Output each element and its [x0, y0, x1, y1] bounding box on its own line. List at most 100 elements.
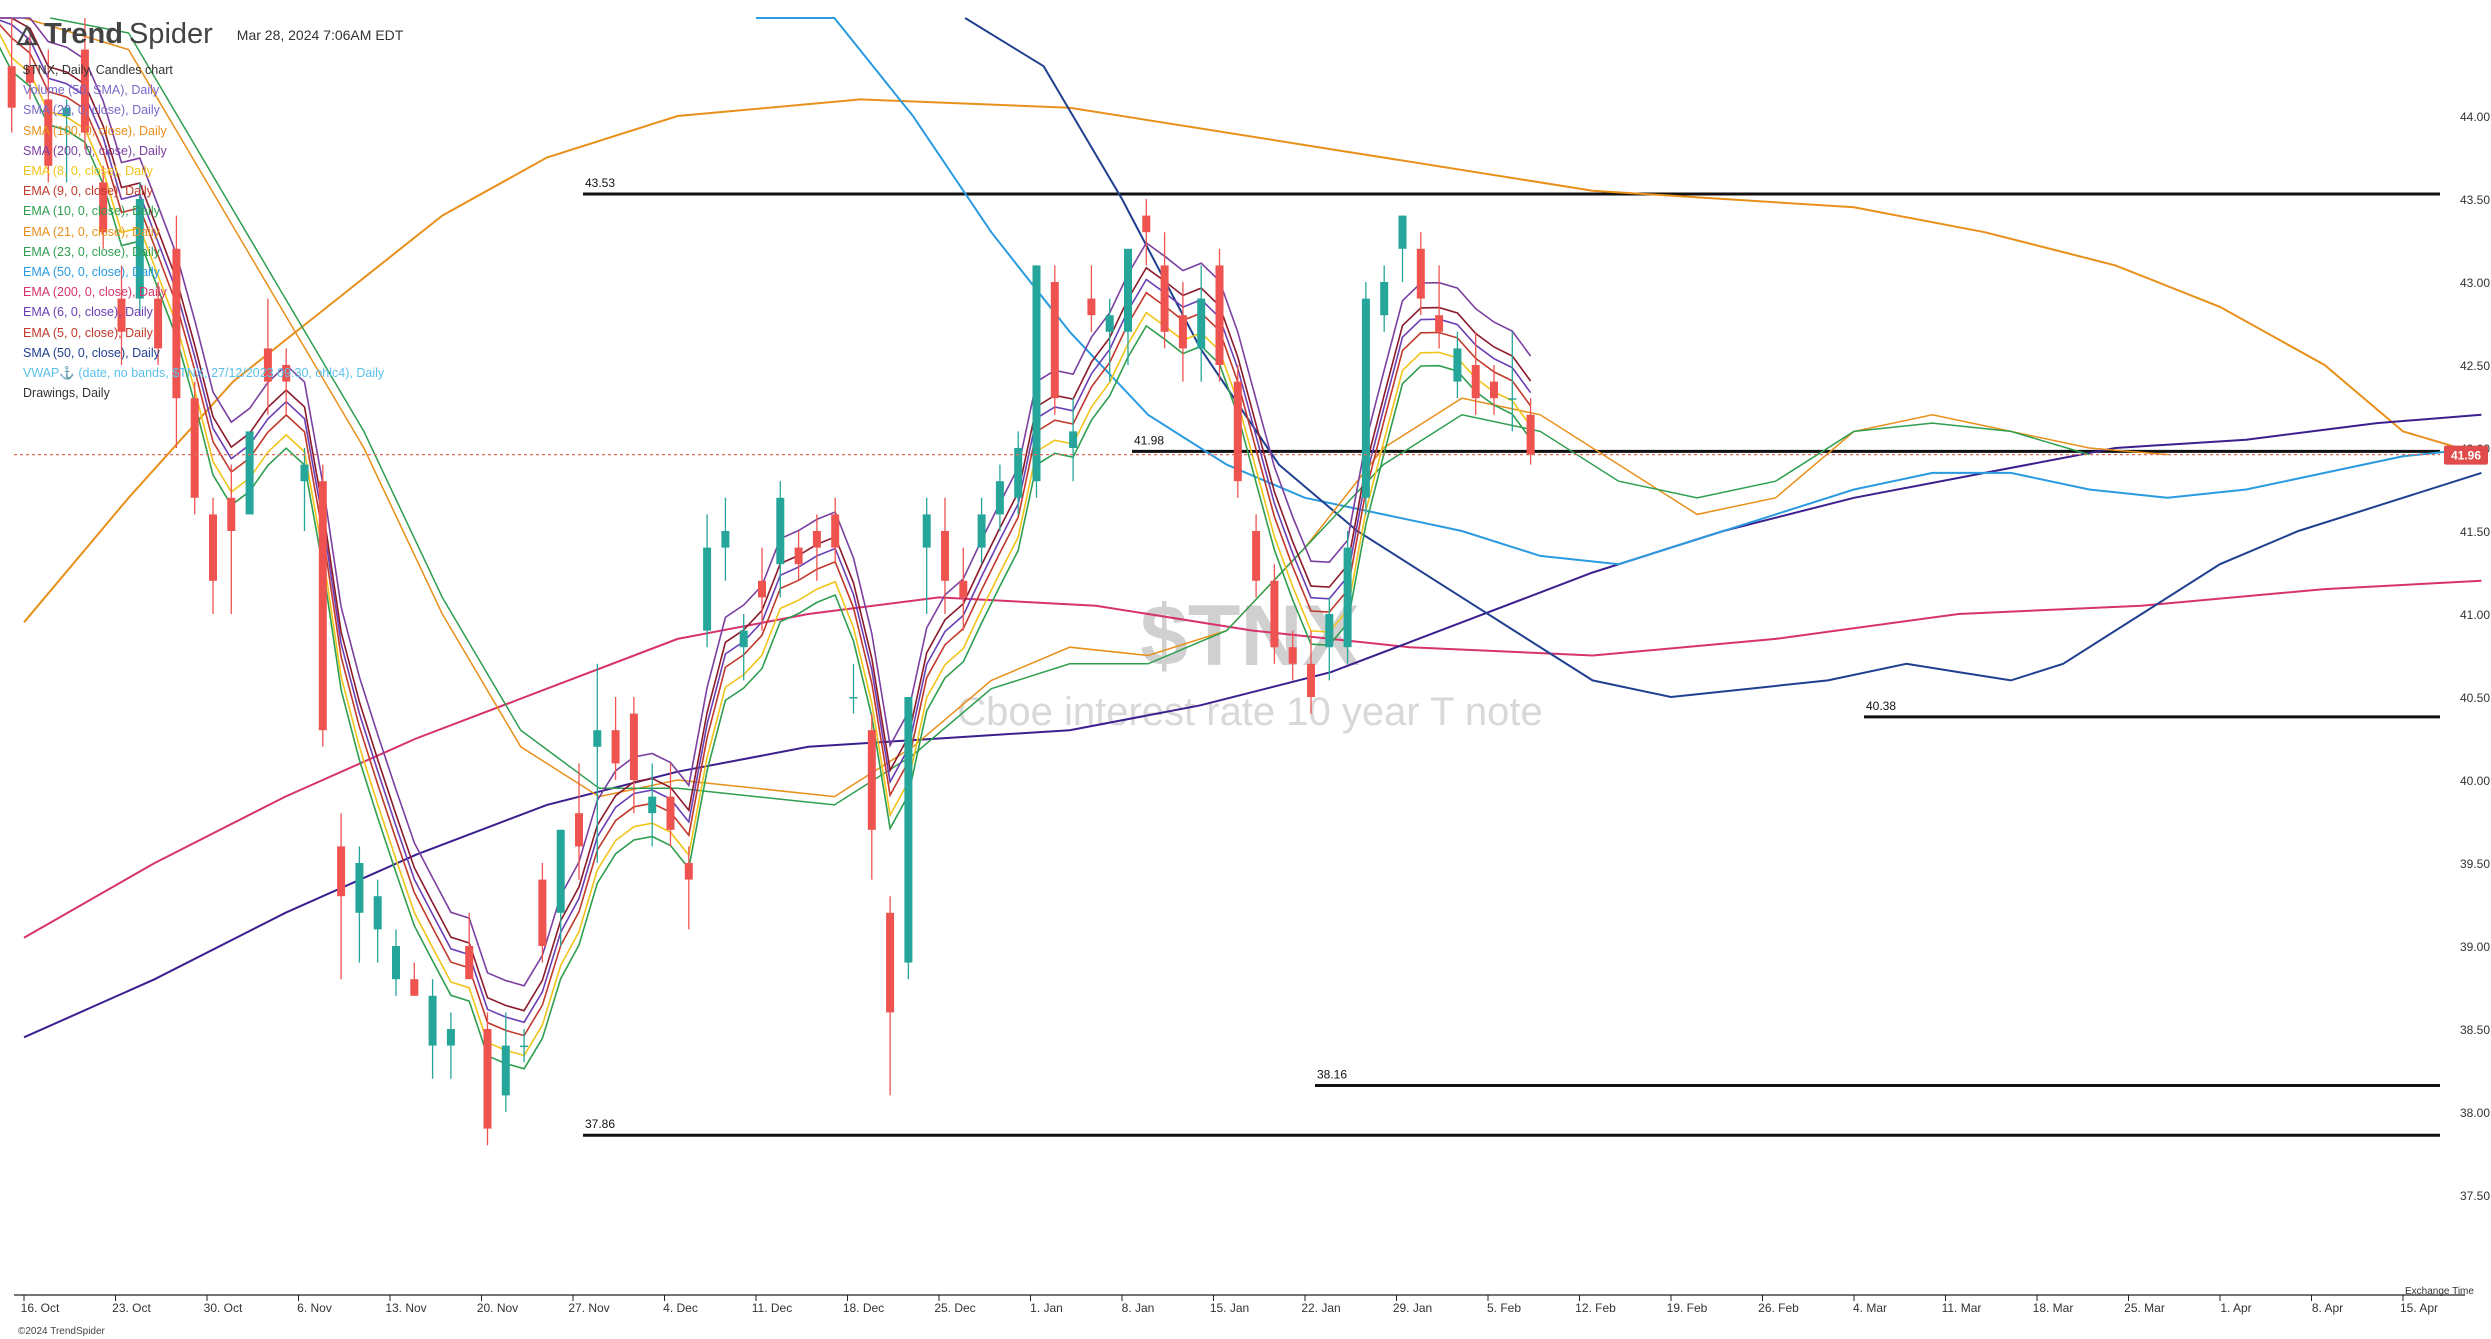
horizontal-levels[interactable]: 43.53 41.98 40.38 38.16 37.86 [583, 176, 2440, 1137]
price-axis[interactable]: 37.50 38.00 38.50 39.00 39.50 40.00 40.50 41.00… [14, 110, 2490, 1203]
y-tick-label: 41.50 [2460, 525, 2490, 539]
candle-body [501, 1045, 510, 1096]
candle-body [739, 630, 748, 648]
candle [721, 497, 730, 581]
x-tick-label: 11. Mar [1942, 1301, 1982, 1315]
moving-averages [0, 17, 2482, 1070]
candle-body [465, 946, 474, 980]
candle-body [80, 49, 89, 133]
y-tick-label: 38.00 [2460, 1106, 2490, 1120]
x-tick-label: 13. Nov [385, 1301, 426, 1315]
legend-item[interactable]: EMA (8, 0, close), Daily [23, 164, 153, 179]
candle [1252, 514, 1261, 598]
candle-body [1050, 282, 1059, 399]
x-tick-label: 25. Dec [934, 1301, 975, 1315]
candle-body [1471, 365, 1480, 399]
legend-item[interactable]: EMA (9, 0, close), Daily [23, 184, 153, 199]
fast-ema-line [0, 23, 1532, 1037]
candle-body [959, 580, 968, 598]
candle [7, 18, 16, 133]
candle-body [1215, 265, 1224, 365]
candle-body [135, 199, 144, 299]
y-tick-label: 40.00 [2460, 774, 2490, 788]
candle [941, 497, 949, 614]
fast-ema-line [0, 33, 1532, 1057]
legend-item[interactable]: EMA (21, 0, close), Daily [23, 224, 160, 239]
candle-body [373, 896, 382, 930]
x-tick-label: 18. Dec [843, 1301, 884, 1315]
candle [1069, 398, 1078, 482]
candle [1508, 331, 1517, 432]
candle [392, 929, 400, 996]
candle [1014, 431, 1023, 515]
candle-body [629, 713, 638, 780]
time-axis[interactable]: 16. Oct 23. Oct 30. Oct 6. Nov 13. Nov 20. No… [14, 1294, 2465, 1315]
x-tick-label: 20. Nov [477, 1301, 518, 1315]
candle [1471, 331, 1480, 415]
candle [80, 18, 89, 150]
candle-body [758, 580, 766, 598]
candle-body [556, 829, 565, 913]
legend-item[interactable]: EMA (10, 0, close), Daily [23, 204, 160, 219]
candle [1361, 282, 1370, 515]
legend-item[interactable]: SMA (200, 0, close), Daily [23, 143, 167, 158]
candle-body [446, 1029, 455, 1046]
candle-body [1252, 531, 1261, 581]
legend-item[interactable]: EMA (23, 0, close), Daily [23, 244, 160, 259]
exchange-time-label: Exchange Time [2405, 1286, 2474, 1297]
legend-item[interactable]: EMA (5, 0, close), Daily [23, 325, 153, 340]
ma-line [756, 17, 2482, 566]
candle [1416, 232, 1425, 316]
trendspider-logo[interactable]: Trend Spider [16, 18, 213, 51]
candle-body [392, 946, 400, 980]
candle [1526, 398, 1535, 465]
candle [1233, 365, 1242, 498]
candle [263, 298, 272, 415]
legend-item[interactable]: EMA (50, 0, close), Daily [23, 265, 160, 280]
legend-item[interactable]: SMA (50, 0, close), Daily [23, 345, 160, 360]
candle [245, 431, 254, 515]
candle-body [776, 497, 785, 565]
candle [1105, 298, 1114, 382]
candle [538, 863, 547, 963]
x-tick-label: 19. Feb [1667, 1301, 1708, 1315]
candle-body [812, 531, 821, 548]
legend-item[interactable]: EMA (6, 0, close), Daily [23, 305, 153, 320]
legend-item[interactable]: SMA (20, 0, close), Daily [23, 103, 160, 118]
legend-item[interactable]: Volume (50, SMA), Daily [23, 83, 160, 98]
x-tick-label: 8. Apr [2312, 1301, 2343, 1315]
candle-body [1361, 298, 1370, 498]
candle-body [1178, 315, 1187, 349]
candle [629, 697, 638, 814]
candle [1178, 282, 1187, 382]
y-tick-label: 38.50 [2460, 1023, 2490, 1037]
candle-body [1197, 298, 1206, 349]
legend-item[interactable]: EMA (200, 0, close), Daily [23, 285, 167, 300]
candle-body [1233, 381, 1242, 482]
candle [1380, 265, 1389, 332]
x-tick-label: 26. Feb [1758, 1301, 1799, 1315]
candle [1398, 215, 1407, 282]
legend-symbol[interactable]: $TNX, Daily, Candles chart [23, 63, 173, 77]
legend-item[interactable]: VWAP⚓ (date, no bands, $TNX, 27/12/2023 … [23, 366, 385, 381]
candle-body [1343, 547, 1352, 648]
candle-body [1105, 315, 1114, 332]
candle [1453, 331, 1462, 399]
candle-body [26, 66, 34, 83]
brand-spider: Spider [128, 18, 213, 50]
candle [520, 1029, 529, 1063]
candle [410, 962, 419, 996]
candle [1124, 248, 1132, 365]
candle [227, 464, 236, 614]
legend-item[interactable]: SMA (100, 0, close), Daily [23, 123, 167, 138]
watermark-symbol: $TNX [1140, 588, 1360, 684]
candle [300, 448, 309, 531]
candle-body [538, 879, 547, 946]
candle-body [684, 863, 693, 880]
candle [1288, 630, 1297, 681]
legend-item[interactable]: Drawings, Daily [23, 386, 110, 401]
candle-body [483, 1029, 492, 1129]
x-tick-label: 23. Oct [112, 1301, 151, 1315]
candle-body [1032, 265, 1041, 482]
